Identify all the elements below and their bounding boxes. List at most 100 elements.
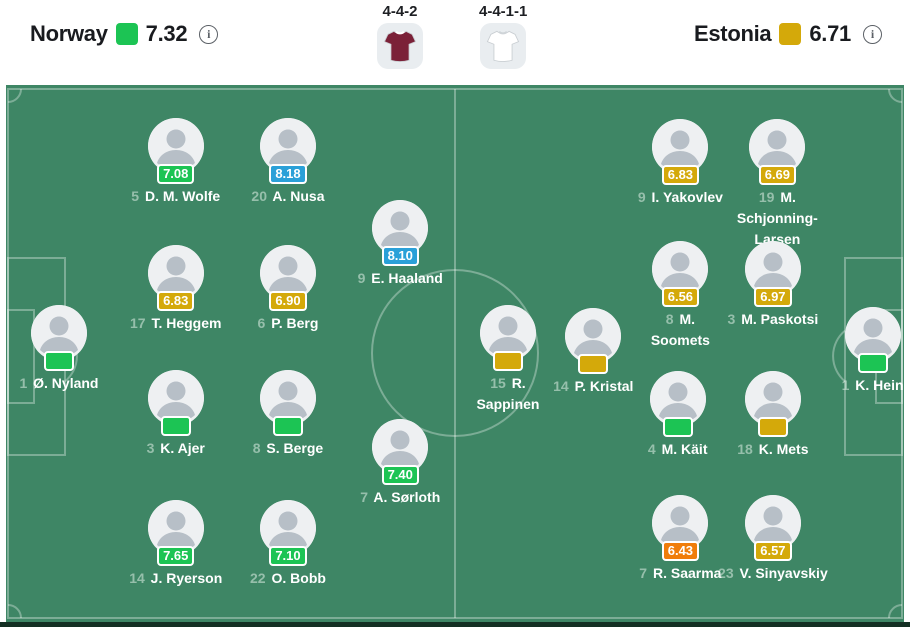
player-avatar [744,495,801,552]
player-card[interactable]: 8.18 20 A. Nusa [213,118,363,207]
player-card[interactable]: 6.97 3 M. Paskotsi [698,241,848,330]
player-name-label: 8 M. Soomets [651,309,710,351]
player-avatar [744,241,801,298]
player-number: 20 [251,188,267,205]
info-icon[interactable] [199,24,219,44]
player-card[interactable]: 18 K. Mets [698,371,848,460]
player-rating-badge [43,351,74,372]
pitch-markings [7,88,903,619]
player-card[interactable]: 7.40 7 A. Sørloth [325,418,475,508]
player-card[interactable]: 6.56 8 M. Soomets [605,241,755,351]
player-rating-badge: 6.43 [661,541,700,562]
player-card[interactable]: 6.69 19 M. Schjonning- Larsen [702,118,852,250]
player-card[interactable]: 8 S. Berge [213,370,363,459]
player-name: R. Saarma [652,565,722,582]
player-name: R. Sappinen [476,375,540,413]
players-layer: 1 Ø. Nyland 7.08 5 D. M. Wolfe 8.18 20 A. Nu… [6,85,904,622]
player-name: K. Ajer [160,440,205,457]
player-name-label: 3 M. Paskotsi [728,309,819,330]
player-rating-badge: 6.83 [661,164,700,185]
away-team-name: Estonia [694,21,772,46]
player-card[interactable]: 6.83 9 I. Yakovlev [605,118,755,208]
home-team-summary[interactable]: Norway 7.32 [30,21,219,47]
player-number: 8 [252,440,261,457]
player-name-label: 9 E. Haaland [358,268,443,289]
player-name: A. Nusa [272,188,325,205]
player-number: 18 [737,441,753,458]
player-name-label: 14 J. Ryerson [129,568,222,589]
player-rating-badge: 8.10 [381,245,419,266]
player-card[interactable]: 6.43 7 R. Saarma [605,495,755,584]
away-formation[interactable]: 4-4-1-1 [479,3,527,69]
player-rating-badge: 6.56 [661,287,700,308]
player-avatar [479,305,536,362]
player-avatar [652,118,709,175]
player-card[interactable]: 7.08 5 D. M. Wolfe [101,118,251,207]
player-card[interactable]: 4 M. Käit [603,371,753,460]
player-name-label: 9 I. Yakovlev [638,187,723,208]
player-rating-badge: 6.97 [754,287,792,308]
player-card[interactable]: 15 R. Sappinen [433,305,583,415]
player-card[interactable]: 6.57 23 V. Sinyavskiy [698,495,848,584]
player-card[interactable]: 7.65 14 J. Ryerson [101,500,251,589]
player-number: 8 [665,311,674,328]
player-number: 22 [250,570,266,587]
player-name: P. Berg [271,314,319,331]
home-team-name: Norway [30,21,108,46]
player-card[interactable]: 3 K. Ajer [101,370,251,459]
info-icon[interactable] [863,24,882,44]
player-rating-badge [578,353,609,374]
player-name-label: 5 D. M. Wolfe [131,186,220,207]
player-name-label: 6 P. Berg [258,313,319,334]
player-number: 1 [841,377,850,394]
player-name: M. Soomets [650,311,710,349]
away-team-rating: 6.71 [809,21,851,46]
player-name-label: 22 O. Bobb [250,568,326,589]
player-number: 9 [357,269,366,286]
away-team-summary[interactable]: Estonia 6.71 [694,21,882,47]
player-card[interactable]: 7.10 22 O. Bobb [213,500,363,589]
player-card[interactable]: 6.83 17 T. Heggem [101,244,251,334]
player-number: 3 [146,440,155,457]
player-number: 9 [637,188,646,205]
player-number: 15 [490,375,506,392]
player-name: S. Berge [266,440,324,457]
player-name: M. Käit [661,441,708,458]
away-formation-label: 4-4-1-1 [479,3,528,20]
player-rating-badge: 7.40 [381,464,419,485]
player-number: 23 [718,565,734,582]
player-name-label: 19 M. Schjonning- Larsen [737,187,818,250]
lineups-header: Norway 7.32 4-4-2 4-4-1-1 Estonia 6.71 [0,0,910,85]
player-card[interactable]: 1 K. Hein [798,307,910,396]
player-rating-badge [272,416,303,437]
player-rating-badge [662,417,693,438]
player-name: D. M. Wolfe [144,188,221,205]
player-name: O. Bobb [271,570,326,587]
player-number: 7 [639,565,648,582]
player-avatar [749,118,806,175]
player-number: 3 [727,311,736,328]
player-card[interactable]: 8.10 9 E. Haaland [325,199,475,289]
player-number: 6 [257,314,266,331]
player-number: 17 [129,314,146,331]
player-name-label: 17 T. Heggem [130,313,221,334]
player-card[interactable]: 1 Ø. Nyland [0,305,134,394]
player-card[interactable]: 14 P. Kristal [518,307,668,397]
player-name: A. Sørloth [373,488,441,505]
player-name-label: 7 R. Saarma [639,563,721,584]
player-rating-badge [160,416,191,437]
player-rating-badge: 6.57 [754,541,792,562]
player-rating-badge: 7.10 [269,546,307,567]
home-formation[interactable]: 4-4-2 [376,3,424,69]
football-pitch: 1 Ø. Nyland 7.08 5 D. M. Wolfe 8.18 20 A. Nu… [6,85,904,622]
player-name-label: 14 P. Kristal [553,376,633,397]
player-card[interactable]: 6.90 6 P. Berg [213,244,363,334]
player-rating-badge: 6.69 [758,164,797,185]
player-number: 7 [360,488,368,505]
bottom-divider-bar [0,622,910,627]
player-name-label: 1 Ø. Nyland [19,373,98,394]
player-name-label: 18 K. Mets [737,439,808,460]
player-name-label: 3 K. Ajer [147,438,205,459]
home-team-rating: 7.32 [145,21,188,46]
player-rating-badge [857,353,888,374]
